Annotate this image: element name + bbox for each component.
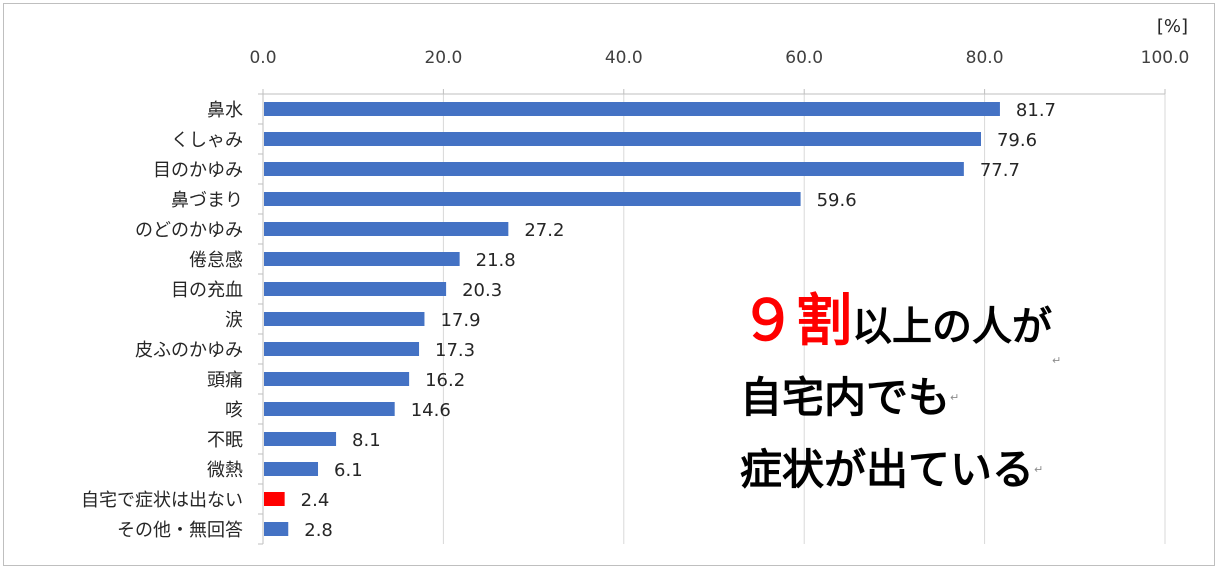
callout-line-3: 症状が出ている↵ bbox=[740, 434, 1180, 506]
axes bbox=[258, 89, 1166, 545]
x-tick-label: 40.0 bbox=[605, 48, 643, 68]
bars bbox=[264, 102, 1000, 536]
data-label: 77.7 bbox=[980, 160, 1020, 181]
category-label: 鼻水 bbox=[207, 100, 243, 121]
bar bbox=[264, 312, 425, 326]
category-label: 倦怠感 bbox=[189, 250, 243, 271]
category-label: のどのかゆみ bbox=[135, 220, 243, 241]
x-tick-label: 60.0 bbox=[785, 48, 823, 68]
category-label: 皮ふのかゆみ bbox=[135, 340, 243, 361]
data-label: 79.6 bbox=[997, 130, 1037, 151]
data-label: 16.2 bbox=[425, 370, 465, 391]
callout-line-1-rest: 以上の人が bbox=[852, 304, 1052, 350]
data-label: 17.9 bbox=[440, 310, 480, 331]
callout-line-2-text: 自宅内でも bbox=[740, 373, 951, 422]
data-label: 14.6 bbox=[411, 400, 451, 421]
bar bbox=[264, 462, 319, 476]
bar bbox=[264, 342, 420, 356]
x-tick-label: 0.0 bbox=[249, 48, 276, 68]
x-tick-label: 80.0 bbox=[966, 48, 1004, 68]
category-label: 咳 bbox=[225, 400, 243, 421]
callout-line-3-text: 症状が出ている bbox=[740, 445, 1035, 494]
bar bbox=[264, 252, 460, 266]
category-label: 自宅で症状は出ない bbox=[81, 490, 243, 511]
callout: ９割以上の人が↵ 自宅内でも↵ 症状が出ている↵ bbox=[740, 282, 1180, 506]
bar bbox=[264, 222, 509, 236]
data-label: 8.1 bbox=[352, 430, 381, 451]
bar bbox=[264, 372, 410, 386]
bar bbox=[264, 162, 964, 176]
x-tick-label: 100.0 bbox=[1141, 48, 1190, 68]
data-label: 6.1 bbox=[334, 460, 363, 481]
data-label: 17.3 bbox=[435, 340, 475, 361]
chart-frame bbox=[3, 3, 1215, 566]
data-labels: 81.7 79.6 77.7 59.6 27.2 21.8 20.3 17.9 17.3 16.2… bbox=[301, 100, 1056, 541]
category-label: 目のかゆみ bbox=[153, 160, 243, 181]
data-label: 2.4 bbox=[301, 490, 330, 511]
bar bbox=[264, 522, 289, 536]
x-tick-label: 20.0 bbox=[424, 48, 462, 68]
category-label: 鼻づまり bbox=[171, 190, 243, 211]
bar bbox=[264, 432, 337, 446]
bar bbox=[264, 492, 285, 506]
callout-line-2: 自宅内でも↵ bbox=[740, 362, 1180, 434]
data-label: 27.2 bbox=[524, 220, 564, 241]
category-label: 目の充血 bbox=[171, 280, 243, 301]
data-label: 2.8 bbox=[304, 520, 333, 541]
category-label: 不眠 bbox=[207, 430, 243, 451]
unit-label: [%] bbox=[1157, 16, 1188, 37]
data-label: 59.6 bbox=[817, 190, 857, 211]
return-mark: ↵ bbox=[1052, 354, 1062, 367]
data-label: 21.8 bbox=[476, 250, 516, 271]
callout-highlight: ９割 bbox=[740, 289, 852, 354]
category-label: 涙 bbox=[225, 309, 243, 331]
bar bbox=[264, 102, 1000, 116]
category-label: 頭痛 bbox=[207, 370, 243, 391]
category-label: その他・無回答 bbox=[117, 520, 243, 541]
callout-line-1: ９割以上の人が↵ bbox=[740, 282, 1180, 367]
bar bbox=[264, 192, 801, 206]
category-labels: 鼻水くしゃみ目のかゆみ鼻づまりのどのかゆみ倦怠感目の充血涙皮ふのかゆみ頭痛咳不眠… bbox=[81, 100, 243, 541]
return-mark: ↵ bbox=[1034, 463, 1044, 476]
data-label: 20.3 bbox=[462, 280, 502, 301]
tick-labels: 0.0 20.0 40.0 60.0 80.0 100.0 bbox=[249, 48, 1189, 68]
data-label: 81.7 bbox=[1016, 100, 1056, 121]
bar bbox=[264, 132, 981, 146]
return-mark: ↵ bbox=[950, 391, 960, 404]
bar bbox=[264, 282, 447, 296]
bar bbox=[264, 402, 395, 416]
category-label: くしゃみ bbox=[171, 130, 243, 151]
category-label: 微熱 bbox=[207, 460, 243, 481]
